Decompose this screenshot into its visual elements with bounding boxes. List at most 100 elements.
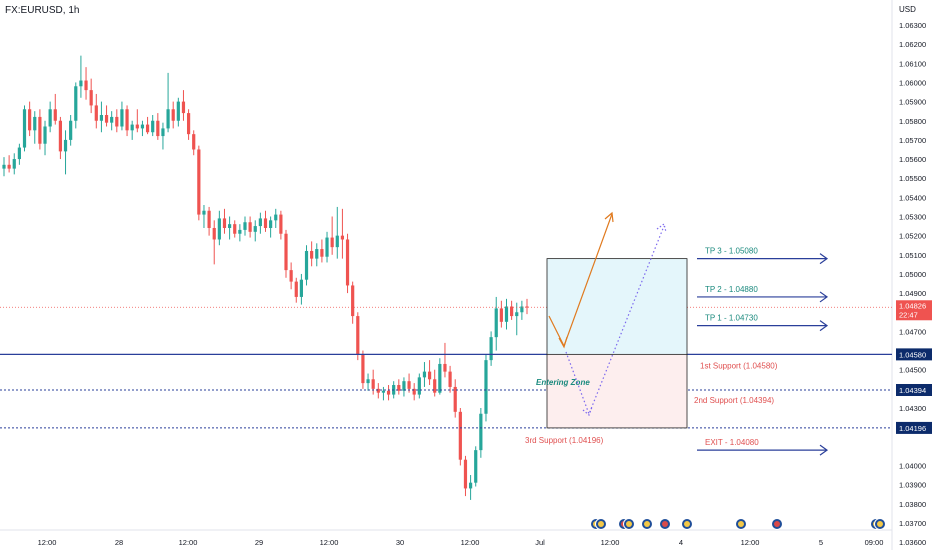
candle-body [463, 459, 468, 489]
symbol-title: FX:EURUSD, 1h [5, 5, 80, 16]
loss-zone [546, 353, 688, 429]
level-price-tag-value: 1.04580 [899, 350, 926, 359]
candle-body [320, 249, 324, 257]
candle-body [397, 385, 401, 391]
flag-icon [659, 518, 671, 530]
target-arrowhead [819, 253, 829, 265]
candle-body [494, 308, 498, 338]
support-label: 2nd Support (1.04394) [694, 396, 774, 405]
x-tick-label: 12:00 [320, 538, 339, 547]
flag-icon-inner [738, 521, 744, 527]
candle-body [58, 120, 63, 152]
y-tick-label: 1.06300 [899, 21, 926, 30]
candle-body [28, 109, 32, 131]
support-label: 3rd Support (1.04196) [525, 436, 604, 445]
candle-body [33, 116, 37, 131]
y-tick-label: 1.06100 [899, 59, 926, 68]
candle-body [156, 120, 160, 137]
candle-body [233, 224, 237, 234]
y-tick-label: 1.05500 [899, 174, 926, 183]
candle-body [499, 308, 503, 322]
y-tick-label: 1.05800 [899, 117, 926, 126]
candle-body [510, 306, 514, 317]
candle-body [438, 363, 442, 393]
candle-body [479, 413, 483, 451]
candle-body [140, 124, 145, 129]
candle-body [2, 164, 6, 169]
candle-body [99, 115, 104, 121]
y-tick-label: 1.06000 [899, 78, 926, 87]
candle-body [361, 354, 365, 384]
candle-body [376, 388, 380, 393]
candle-body [351, 285, 355, 317]
candle-body [289, 270, 293, 282]
candle-body [197, 149, 201, 215]
candle-body [304, 250, 309, 280]
candle-body [381, 390, 386, 393]
x-tick-label: 12:00 [461, 538, 480, 547]
candle-body [115, 116, 119, 127]
flag-icon-inner [626, 521, 632, 527]
y-tick-label: 1.05300 [899, 213, 926, 222]
flag-icon-inner [774, 521, 780, 527]
candle-body [207, 210, 211, 228]
y-tick-label: 1.05600 [899, 155, 926, 164]
y-tick-label: 1.04500 [899, 366, 926, 375]
candle-body [222, 218, 227, 228]
candle-body [151, 120, 155, 133]
candle-body [279, 214, 283, 234]
y-tick-label: 1.03600 [899, 538, 926, 547]
y-tick-label: 1.05700 [899, 136, 926, 145]
candle-body [84, 80, 88, 91]
candle-body [520, 306, 524, 313]
candle-body [345, 239, 350, 286]
currency-label: USD [899, 5, 916, 14]
candle-body [171, 109, 175, 121]
y-tick-label: 1.05900 [899, 98, 926, 107]
candle-body [130, 124, 134, 131]
y-tick-label: 1.03700 [899, 519, 926, 528]
candle-body [166, 109, 170, 129]
level-price-tag-value: 1.04196 [899, 424, 926, 433]
y-tick-label: 1.04000 [899, 461, 926, 470]
candle-body [284, 233, 288, 271]
candle-body [458, 411, 462, 460]
x-tick-label: 09:00 [865, 538, 884, 547]
candle-body [417, 377, 421, 395]
flag-icon-inner [877, 521, 883, 527]
candle-body [294, 281, 298, 297]
candle-body [484, 360, 488, 414]
candle-body [145, 124, 150, 133]
candle-body [253, 226, 257, 232]
candle-body [104, 115, 109, 123]
candle-body [274, 214, 278, 221]
candle-body [504, 306, 509, 322]
level-price-tag [896, 421, 932, 434]
level-price-tag [896, 348, 932, 361]
candle-body [186, 113, 191, 135]
candle-body [89, 90, 93, 106]
candle-body [335, 235, 339, 248]
level-price-tag [896, 383, 932, 396]
x-tick-label: 12:00 [179, 538, 198, 547]
candle-body [17, 147, 21, 160]
candle-body [433, 379, 437, 393]
candle-body [366, 379, 370, 384]
candle-body [407, 381, 411, 389]
candle-body [135, 124, 139, 129]
candle-body [12, 159, 16, 169]
candle-body [325, 237, 329, 257]
entering-zone-label: Entering Zone [536, 378, 590, 387]
candle-body [310, 250, 314, 259]
candle-body [412, 388, 416, 395]
y-tick-label: 1.05100 [899, 251, 926, 260]
candle-body [468, 482, 473, 489]
candle-body [94, 105, 98, 121]
flag-icon [874, 518, 886, 530]
candle-body [161, 128, 165, 137]
x-tick-label: 4 [679, 538, 683, 547]
y-tick-label: 1.04900 [899, 289, 926, 298]
y-tick-label: 1.03800 [899, 500, 926, 509]
candle-body [7, 164, 11, 169]
